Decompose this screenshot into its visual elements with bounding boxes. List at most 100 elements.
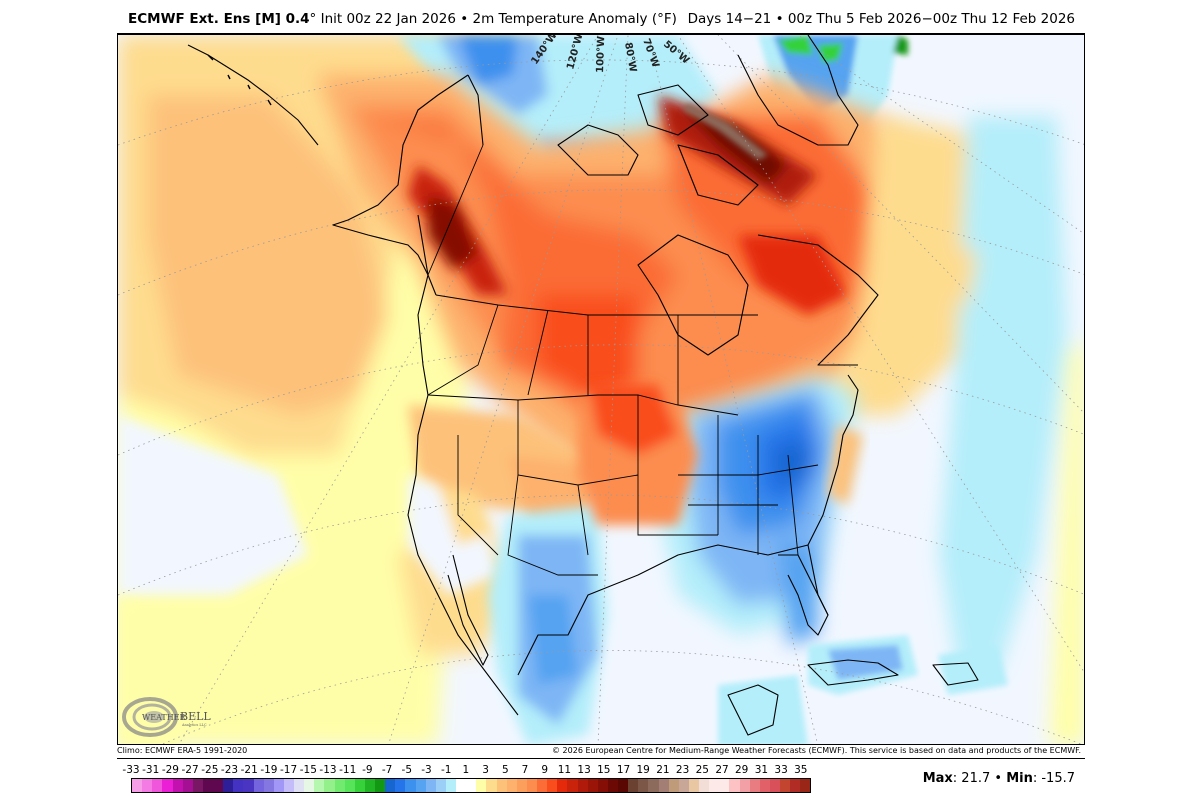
- colorbar-swatch: [557, 779, 568, 792]
- colorbar-tick-label: 19: [636, 764, 650, 776]
- colorbar-swatch: [243, 779, 254, 792]
- colorbar-swatch: [385, 779, 396, 792]
- colorbar-tick-label: 3: [482, 764, 489, 776]
- colorbar-swatch: [425, 779, 436, 792]
- colorbar-swatch: [587, 779, 598, 792]
- colorbar-swatch: [516, 779, 527, 792]
- colorbar-tick-label: 1: [462, 764, 470, 776]
- colorbar-tick-label: -31: [142, 764, 160, 776]
- colorbar-swatch: [213, 779, 224, 792]
- colorbar-swatch: [496, 779, 507, 792]
- colorbar-swatch: [435, 779, 446, 792]
- colorbar-tick-label: 23: [675, 764, 690, 776]
- colorbar-tick-label: -9: [362, 764, 373, 776]
- colorbar-swatch: [729, 779, 740, 792]
- colorbar-swatch: [628, 779, 639, 792]
- colorbar-swatch: [486, 779, 497, 792]
- colorbar-swatch: [547, 779, 558, 792]
- init-and-field: Init 00z 22 Jan 2026 • 2m Temperature An…: [316, 11, 677, 27]
- colorbar-tick-label: 17: [616, 764, 631, 776]
- coastlines: [187, 35, 979, 736]
- colorbar-tick-label: -11: [339, 764, 357, 776]
- svg-text:BELL: BELL: [180, 710, 211, 723]
- colorbar-swatch: [304, 779, 315, 792]
- colorbar-tick-label: -19: [260, 764, 278, 776]
- warm-cores: [408, 95, 848, 315]
- min-label: Min: [1006, 771, 1033, 786]
- colorbar-swatch: [759, 779, 770, 792]
- colorbar-tick-label: -27: [181, 764, 199, 776]
- colorbar-swatch: [749, 779, 760, 792]
- colorbar-swatch: [790, 779, 801, 792]
- colorbar-tick-label: -13: [319, 764, 337, 776]
- atlantic-transition: [818, 95, 1084, 744]
- colorbar-tick-label: 21: [656, 764, 670, 776]
- colorbar-tick-label: 25: [695, 764, 709, 776]
- colorbar-swatch: [618, 779, 629, 792]
- colorbar-swatch: [162, 779, 173, 792]
- weatherbell-logo: WEATHER BELL Analytics LLC: [122, 693, 214, 741]
- colorbar-tick-label: 35: [794, 764, 808, 776]
- colorbar-tick-label: 9: [541, 764, 549, 776]
- footer-divider: [117, 758, 1085, 759]
- colorbar-tick-label: -29: [161, 764, 179, 776]
- colorbar-tick-label: 5: [501, 764, 509, 776]
- colorbar-swatch: [324, 779, 335, 792]
- colorbar-swatch: [202, 779, 213, 792]
- atlantic-warm-pocket: [828, 425, 863, 505]
- colorbar-swatch: [142, 779, 153, 792]
- valid-range: Days 14−21 • 00z Thu 5 Feb 2026−00z Thu …: [687, 11, 1075, 27]
- map-canvas: 140°W 120°W 100°W 80°W 70°W 50°W: [118, 35, 1084, 744]
- colorbar-swatch: [577, 779, 588, 792]
- colorbar-tick-label: -15: [299, 764, 317, 776]
- colorbar-tick-label: 7: [521, 764, 529, 776]
- colorbar-swatch: [476, 779, 487, 792]
- caribbean-cool-field: [718, 635, 1008, 744]
- colorbar-tick-label: -7: [381, 764, 393, 776]
- colorbar-swatch: [719, 779, 730, 792]
- colorbar-swatch: [668, 779, 679, 792]
- model-name: ECMWF Ext. Ens [M] 0.4: [128, 11, 310, 27]
- colorbar-swatch: [709, 779, 720, 792]
- southwest-cool-field: [488, 505, 608, 744]
- colorbar-swatch: [294, 779, 305, 792]
- copyright-note: © 2026 European Centre for Medium-Range …: [552, 746, 1081, 755]
- lon-label-100w: 100°W: [595, 36, 607, 73]
- colorbar-tick-label: 11: [557, 764, 572, 776]
- colorbar-tick-label: -1: [440, 764, 452, 776]
- colorbar-swatch: [375, 779, 386, 792]
- colorbar-swatch: [192, 779, 203, 792]
- lon-label-80w: 80°W: [622, 42, 638, 73]
- colorbar-tick-label: -3: [421, 764, 432, 776]
- colorbar-swatch: [780, 779, 791, 792]
- max-min-summary: Max: 21.7 • Min: -15.7: [923, 771, 1075, 786]
- colorbar-swatch: [769, 779, 780, 792]
- colorbar-swatch: [466, 779, 477, 792]
- colorbar-tick-label: 29: [735, 764, 749, 776]
- colorbar-swatch: [172, 779, 183, 792]
- colorbar-swatch: [638, 779, 649, 792]
- colorbar-swatch: [607, 779, 618, 792]
- colorbar-swatch: [223, 779, 234, 792]
- colorbar-tick-label: -21: [240, 764, 258, 776]
- colorbar-swatch: [253, 779, 264, 792]
- colorbar-swatch: [597, 779, 608, 792]
- colorbar-swatch: [699, 779, 710, 792]
- degree-sign: °: [309, 11, 317, 27]
- colorbar-swatch: [152, 779, 163, 792]
- colorbar-swatch: [739, 779, 750, 792]
- logo-text: WEATHER: [142, 713, 187, 722]
- colorbar-swatch: [132, 779, 143, 792]
- colorbar-tick-label: 13: [577, 764, 591, 776]
- colorbar-swatch: [395, 779, 406, 792]
- colorbar-swatch: [314, 779, 325, 792]
- colorbar-swatch: [648, 779, 659, 792]
- map-title: ECMWF Ext. Ens [M] 0.4° Init 00z 22 Jan …: [128, 11, 677, 27]
- colorbar-swatch: [334, 779, 345, 792]
- colorbar-swatch: [263, 779, 274, 792]
- colorbar-swatch: [678, 779, 689, 792]
- colorbar-swatch: [405, 779, 416, 792]
- colorbar-swatch: [658, 779, 669, 792]
- colorbar: [131, 778, 811, 793]
- colorbar-swatch: [364, 779, 375, 792]
